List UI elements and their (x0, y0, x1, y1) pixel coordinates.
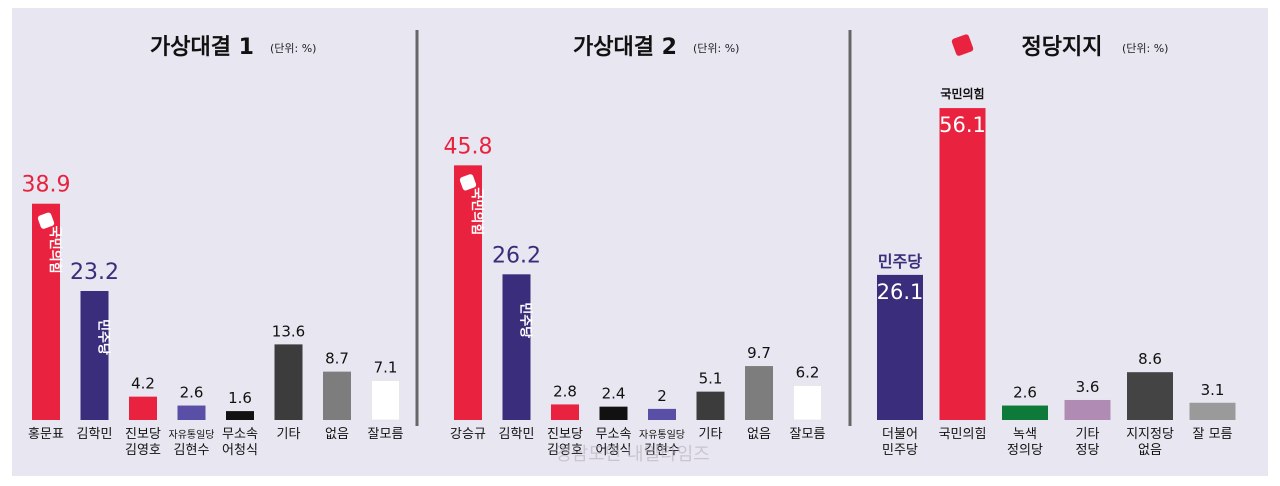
tick-label: 자유통일당 (639, 429, 685, 441)
party-label: 민주당 (96, 319, 112, 355)
data-label: 1.6 (228, 389, 252, 407)
chart-title: 가상대결 2 (573, 35, 677, 60)
poll-infographic: 가상대결 1 (단위: %) 38.9 홍문표 23.2 김학민 4.2 진보당 김영호 2.6 자… (12, 8, 1268, 476)
data-label: 9.7 (747, 344, 771, 362)
watermark: 경남도민 내일타임즈 (555, 444, 710, 465)
tick-label: 없음 (325, 427, 349, 442)
bar (274, 344, 303, 420)
data-label: 2.8 (553, 382, 577, 400)
data-label: 23.2 (70, 260, 119, 285)
tick-label: 진보당 (125, 427, 161, 442)
tick-label: 김영호 (125, 443, 161, 458)
tick-label: 잘모름 (368, 427, 404, 442)
data-label: 56.1 (939, 113, 986, 137)
bar (793, 385, 822, 421)
bar (939, 108, 986, 421)
bar (877, 274, 923, 420)
bar (599, 406, 628, 420)
bar (129, 396, 157, 420)
tick-label: 김학민 (77, 427, 113, 442)
chart-title: 정당지지 (1022, 35, 1103, 60)
bar (1127, 372, 1173, 420)
data-label: 8.7 (325, 350, 349, 368)
party-label: 국민의힘 (469, 187, 485, 235)
party-label: 민주당 (518, 302, 534, 338)
tick-label: 진보당 (547, 427, 583, 442)
chart-unit: (단위: %) (1122, 42, 1168, 55)
bar (551, 404, 579, 420)
data-label: 26.2 (492, 243, 541, 268)
tick-label: 없음 (1138, 443, 1162, 458)
tick-label: 잘모름 (790, 427, 826, 442)
chart-unit: (단위: %) (693, 42, 739, 55)
bar (1064, 399, 1111, 420)
tick-label: 지지정당 (1126, 427, 1174, 442)
data-label: 2.4 (602, 385, 626, 403)
data-label: 2.6 (1013, 384, 1037, 402)
tick-label: 어청식 (222, 443, 258, 458)
bar (745, 366, 773, 420)
tick-label: 잘 모름 (1192, 427, 1232, 442)
chart-title: 가상대결 1 (150, 35, 254, 60)
tick-label: 무소속 (222, 427, 258, 442)
bar (1189, 402, 1236, 420)
tick-label: 무소속 (596, 427, 632, 442)
tick-label: 김영호 (547, 443, 583, 458)
party-logo-icon (951, 34, 974, 56)
tick-label: 어청식 (596, 443, 632, 458)
bar (502, 274, 531, 420)
data-label: 2.6 (180, 384, 204, 402)
tick-label: 김현수 (174, 443, 210, 458)
tick-label: 없음 (747, 427, 771, 442)
tick-label: 자유통일당 (169, 429, 215, 441)
party-logo-icon (37, 212, 55, 229)
data-label: 8.6 (1138, 350, 1162, 368)
data-label: 7.1 (374, 359, 398, 377)
bar (454, 165, 482, 420)
tick-label: 정당 (1076, 443, 1100, 458)
data-label: 3.1 (1201, 381, 1225, 399)
tick-label: 국민의힘 (939, 427, 987, 442)
bar (1002, 405, 1048, 420)
tick-label: 녹색 (1013, 427, 1037, 442)
data-label: 3.6 (1076, 378, 1100, 396)
tick-label: 강승규 (450, 427, 486, 442)
tick-label: 기타 (699, 427, 723, 442)
data-label: 4.2 (131, 375, 155, 393)
tick-label: 더불어 (882, 427, 918, 442)
bar (177, 405, 206, 420)
bar (80, 291, 109, 420)
party-label: 국민의힘 (940, 86, 984, 101)
tick-label: 기타 (277, 427, 301, 442)
bar (648, 408, 676, 420)
party-logo-icon (459, 174, 477, 191)
bar (696, 391, 725, 420)
data-label: 13.6 (272, 322, 305, 340)
bar (226, 411, 254, 420)
tick-label: 김현수 (644, 443, 680, 458)
party-label: 국민의힘 (47, 226, 63, 274)
tick-label: 정의당 (1007, 443, 1043, 458)
tick-label: 기타 (1076, 427, 1100, 442)
poll-bar-charts: 가상대결 1 (단위: %)38.9홍문표23.2김학민4.2진보당김영호2.6자… (12, 8, 1268, 476)
data-label: 5.1 (699, 370, 723, 388)
data-label: 45.8 (444, 134, 493, 159)
tick-label: 홍문표 (28, 427, 64, 442)
bar (32, 203, 60, 420)
data-label: 38.9 (22, 173, 71, 198)
chart-unit: (단위: %) (270, 42, 316, 55)
tick-label: 민주당 (882, 443, 918, 458)
panel-background (12, 8, 1268, 476)
bar (323, 371, 351, 420)
party-label: 민주당 (878, 252, 922, 271)
bar (371, 380, 400, 421)
tick-label: 김학민 (499, 427, 535, 442)
data-label: 6.2 (796, 364, 820, 382)
data-label: 2 (657, 387, 667, 405)
data-label: 26.1 (877, 280, 924, 304)
